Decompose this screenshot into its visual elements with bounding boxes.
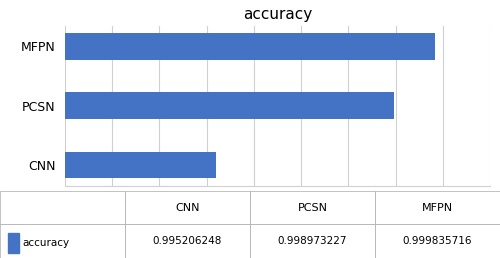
FancyBboxPatch shape	[8, 232, 18, 253]
Bar	[0, 92, 394, 119]
Text: accuracy: accuracy	[22, 238, 70, 248]
Title: accuracy: accuracy	[243, 7, 312, 22]
Bar	[0, 152, 216, 179]
Bar	[0, 33, 435, 60]
